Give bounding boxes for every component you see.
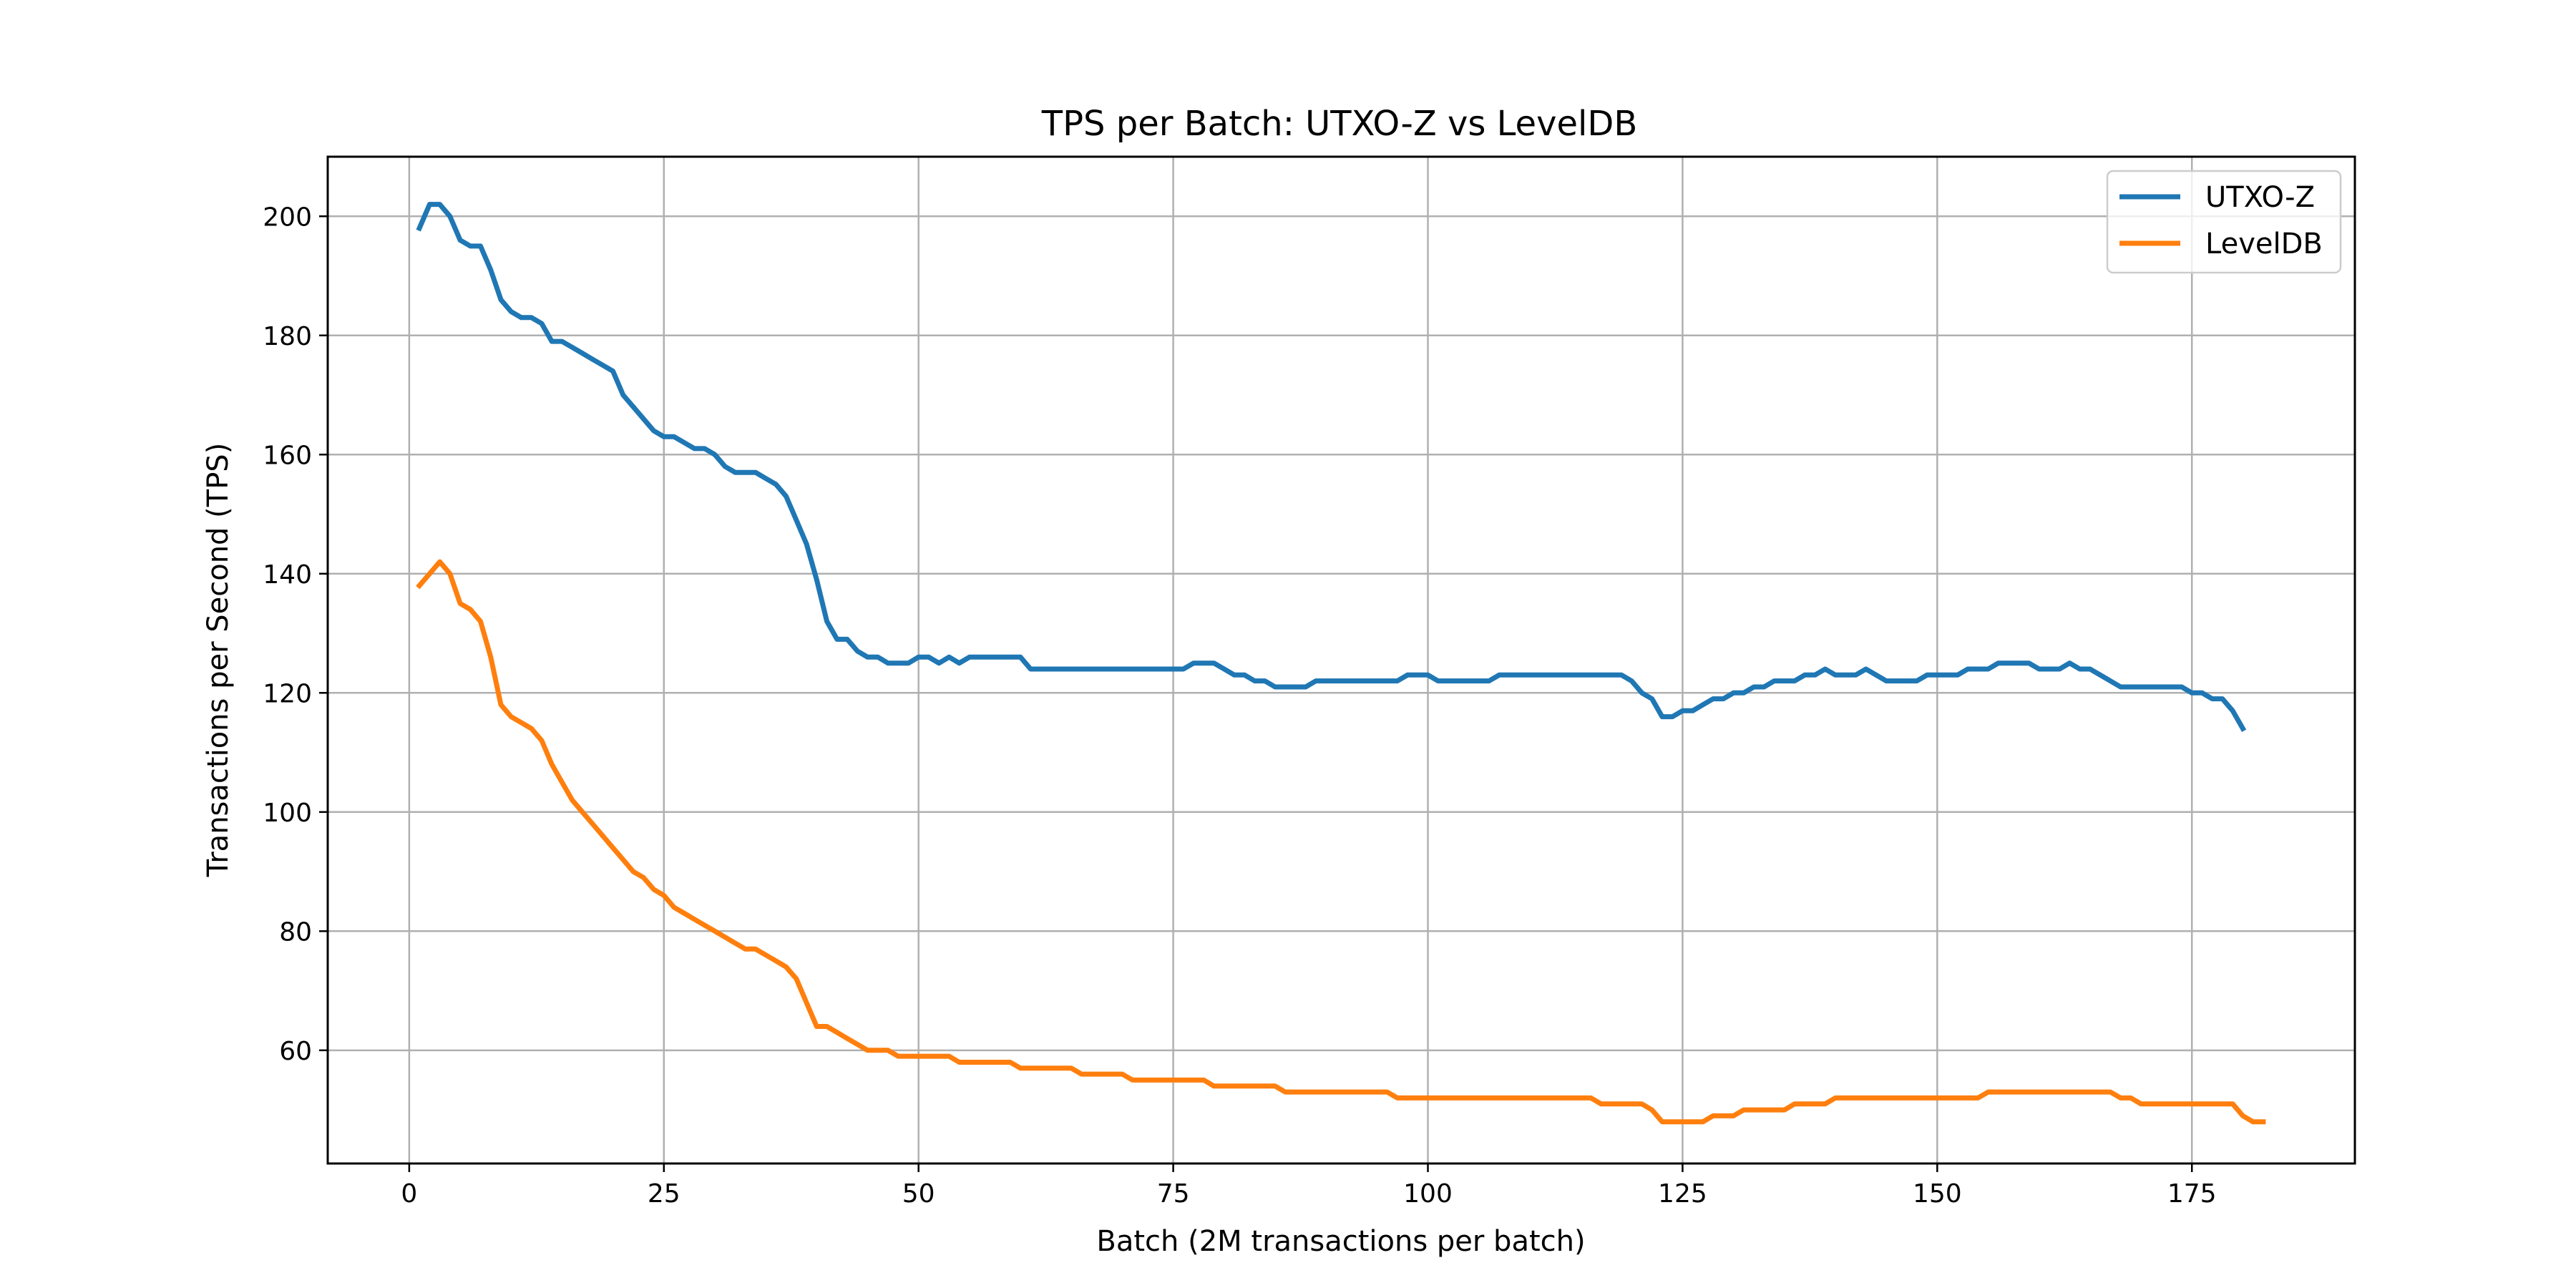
x-tick-label: 75 bbox=[1157, 1179, 1190, 1209]
series-group bbox=[416, 202, 2266, 1125]
x-tick-label: 125 bbox=[1658, 1179, 1707, 1209]
y-axis-label: Transactions per Second (TPS) bbox=[202, 443, 235, 878]
x-tick-label: 0 bbox=[401, 1179, 417, 1209]
legend-label-leveldb: LevelDB bbox=[2205, 228, 2323, 260]
plot-frame bbox=[326, 155, 2356, 1165]
x-axis-ticks: 0 25 50 75 100 125 150 175 bbox=[401, 1163, 2217, 1209]
x-tick-label: 25 bbox=[648, 1179, 680, 1209]
x-tick-label: 150 bbox=[1913, 1179, 1962, 1209]
chart-title: TPS per Batch: UTXO-Z vs LevelDB bbox=[1041, 104, 1638, 144]
y-tick-label: 160 bbox=[263, 441, 312, 470]
legend-label-utxo-z: UTXO-Z bbox=[2205, 181, 2315, 214]
x-tick-label: 175 bbox=[2167, 1179, 2217, 1209]
y-tick-label: 140 bbox=[263, 560, 312, 590]
y-axis-ticks: 60 80 100 120 140 160 180 200 bbox=[263, 203, 328, 1066]
y-tick-label: 60 bbox=[279, 1037, 312, 1066]
y-tick-label: 120 bbox=[263, 679, 312, 708]
grid bbox=[328, 157, 2355, 1163]
x-tick-label: 50 bbox=[902, 1179, 935, 1209]
y-tick-label: 80 bbox=[279, 917, 312, 947]
y-tick-label: 180 bbox=[263, 322, 312, 351]
series-line-leveldb bbox=[416, 559, 2266, 1125]
y-tick-label: 100 bbox=[263, 799, 312, 828]
x-tick-label: 100 bbox=[1403, 1179, 1453, 1209]
y-tick-label: 200 bbox=[263, 203, 312, 232]
legend: UTXO-Z LevelDB bbox=[2106, 170, 2342, 274]
series-line-utxo-z bbox=[416, 202, 2247, 732]
x-axis-label: Batch (2M transactions per batch) bbox=[1096, 1225, 1585, 1258]
